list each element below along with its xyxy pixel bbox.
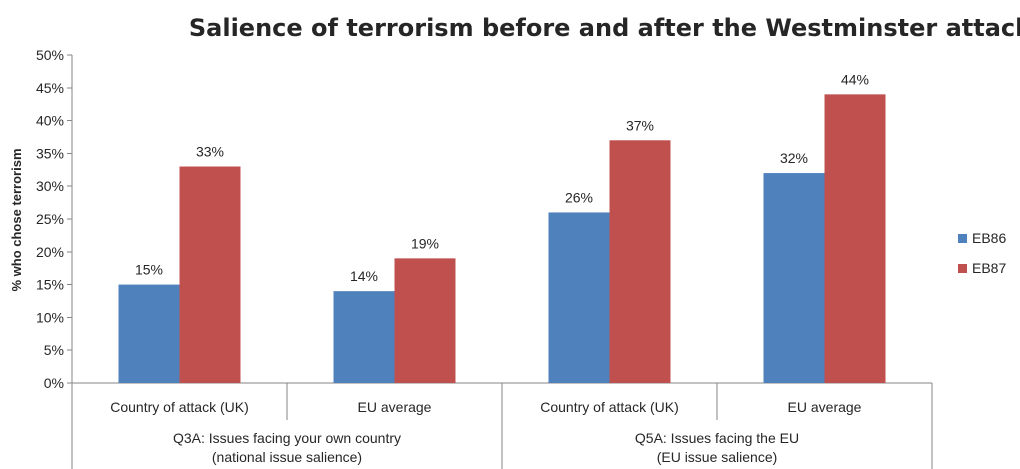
- data-label: 32%: [780, 150, 808, 166]
- y-tick-label: 20%: [36, 244, 64, 260]
- category-label: EU average: [788, 399, 862, 415]
- group-label-line2: (national issue salience): [212, 449, 362, 465]
- bar-eb87: [824, 94, 886, 384]
- y-tick-labels: 0% 5% 10% 15% 20% 25% 30% 35% 40% 45% 50%: [36, 47, 64, 391]
- data-label: 15%: [135, 262, 163, 278]
- y-tick-label: 35%: [36, 145, 64, 161]
- legend-label-eb87: EB87: [972, 260, 1006, 276]
- category-label: Country of attack (UK): [110, 399, 249, 415]
- data-labels: 15% 14% 26% 32% 33% 19% 37% 44%: [135, 71, 869, 284]
- y-tick-label: 45%: [36, 80, 64, 96]
- legend: EB86 EB87: [958, 230, 1006, 276]
- bar-eb86: [333, 291, 395, 383]
- data-label: 37%: [626, 117, 654, 133]
- bar-eb87: [179, 166, 241, 383]
- legend-swatch-eb87: [958, 264, 967, 273]
- legend-label-eb86: EB86: [972, 230, 1006, 246]
- data-label: 33%: [196, 144, 224, 160]
- y-tick-label: 5%: [44, 342, 64, 358]
- data-label: 44%: [841, 71, 869, 87]
- bar-eb87: [609, 140, 671, 383]
- y-tick-label: 30%: [36, 178, 64, 194]
- bar-eb87: [394, 258, 456, 383]
- bar-eb86: [763, 173, 825, 383]
- y-tick-label: 0%: [44, 375, 64, 391]
- y-tick-label: 25%: [36, 211, 64, 227]
- y-tick-label: 50%: [36, 47, 64, 63]
- chart-title: Salience of terrorism before and after t…: [189, 14, 1020, 42]
- bars: [118, 94, 886, 384]
- group-label-line1: Q5A: Issues facing the EU: [635, 430, 799, 446]
- category-label: EU average: [358, 399, 432, 415]
- bar-eb86: [548, 212, 610, 383]
- data-label: 19%: [411, 235, 439, 251]
- y-tick-label: 10%: [36, 309, 64, 325]
- category-label: Country of attack (UK): [540, 399, 679, 415]
- y-tick-label: 40%: [36, 113, 64, 129]
- bar-eb86: [118, 284, 180, 383]
- group-label-line2: (EU issue salience): [657, 449, 778, 465]
- y-axis-label: % who chose terrorism: [9, 148, 24, 291]
- legend-swatch-eb86: [958, 234, 967, 243]
- data-label: 26%: [565, 189, 593, 205]
- category-labels: Country of attack (UK) EU average Country …: [110, 399, 861, 465]
- group-label-line1: Q3A: Issues facing your own country: [173, 430, 401, 446]
- data-label: 14%: [350, 268, 378, 284]
- y-tick-label: 15%: [36, 277, 64, 293]
